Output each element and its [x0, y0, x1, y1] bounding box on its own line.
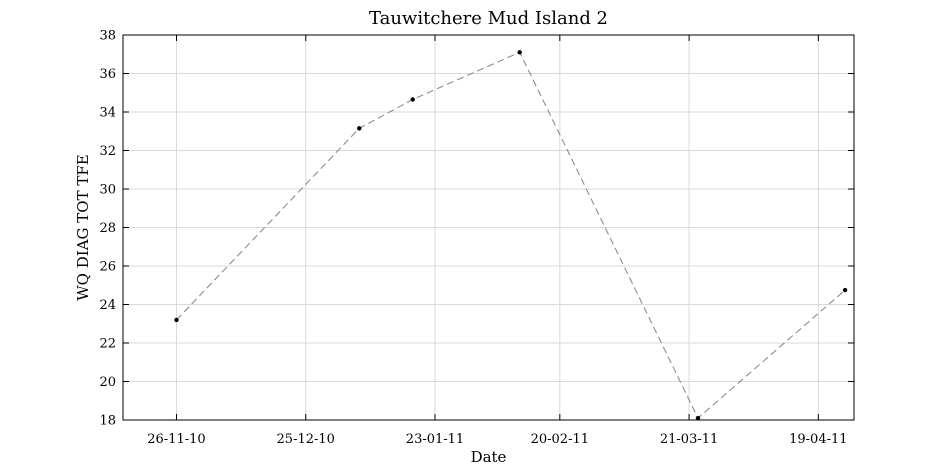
series-line: [176, 51, 846, 419]
y-tick-label: 38: [99, 29, 116, 44]
data-points: [174, 50, 848, 421]
y-tick-label: 28: [99, 221, 116, 236]
x-tick-label: 26-11-10: [147, 432, 205, 447]
data-point: [174, 317, 179, 323]
y-tick-labels: 18 20 22 24 26 28 30 32 34 36 38: [99, 29, 116, 429]
y-tick-label: 34: [99, 106, 116, 121]
data-point: [842, 287, 848, 293]
x-tick-label: 20-02-11: [531, 432, 589, 447]
y-tick-label: 24: [99, 298, 116, 313]
data-point: [695, 415, 701, 421]
x-axis-label: Date: [471, 448, 507, 466]
y-tick-label: 18: [99, 414, 116, 429]
data-point: [517, 50, 522, 55]
data-point: [410, 97, 415, 102]
y-tick-label: 30: [99, 183, 116, 198]
y-axis-label: WQ DIAG TOT TFE: [74, 154, 92, 300]
axis-ticks: [123, 34, 854, 421]
y-tick-label: 36: [99, 67, 116, 82]
x-tick-label: 23-01-11: [406, 432, 464, 447]
y-tick-label: 26: [99, 260, 116, 275]
y-tick-label: 22: [99, 337, 116, 352]
x-tick-label: 25-12-10: [277, 432, 335, 447]
y-tick-label: 20: [99, 375, 116, 390]
x-tick-labels: 26-11-10 25-12-10 23-01-11 20-02-11 21-03-11…: [147, 432, 847, 447]
grid-lines: [123, 34, 854, 421]
y-tick-label: 32: [99, 144, 116, 159]
data-point: [357, 126, 362, 131]
x-tick-label: 19-04-11: [789, 432, 847, 447]
x-tick-label: 21-03-11: [660, 432, 718, 447]
chart-title: Tauwitchere Mud Island 2: [369, 8, 608, 29]
